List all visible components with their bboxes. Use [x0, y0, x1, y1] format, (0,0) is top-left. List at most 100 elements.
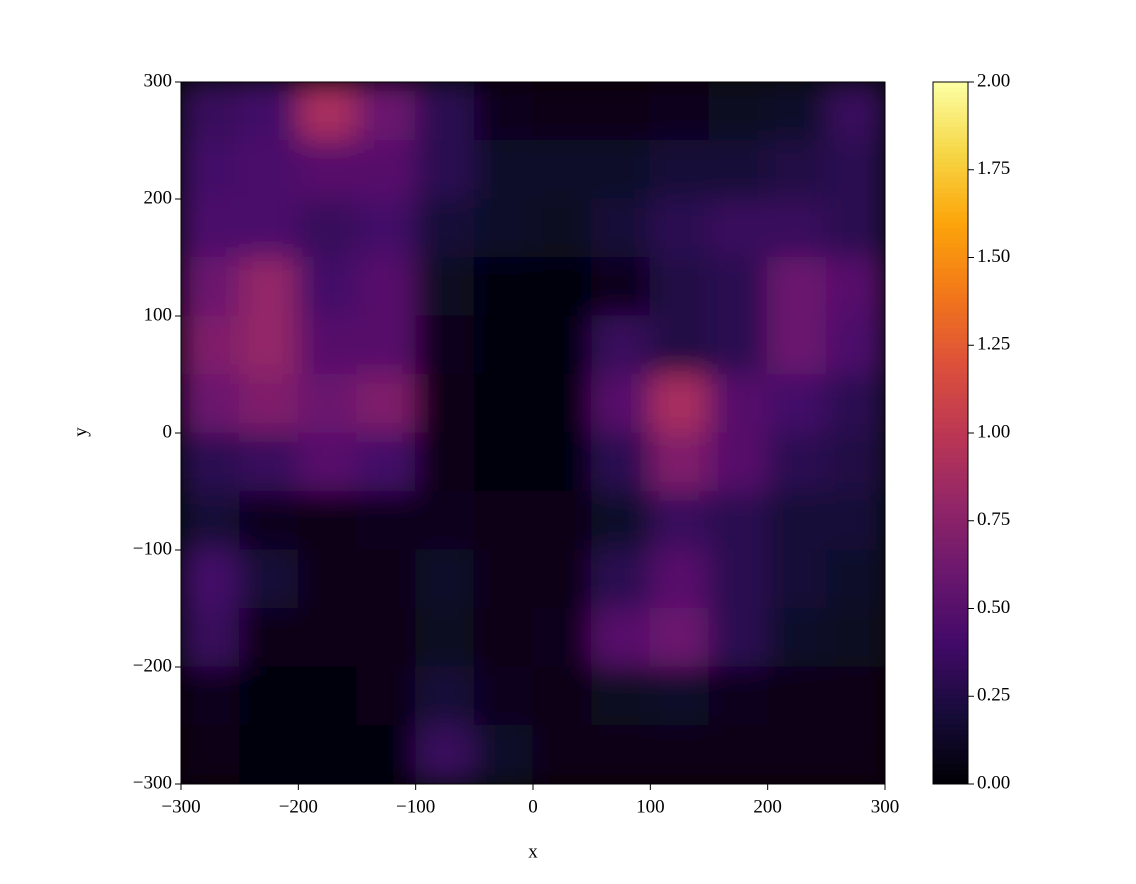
colorbar-segment [933, 753, 968, 760]
heatmap-cell [825, 725, 885, 784]
heatmap-cell [825, 257, 885, 317]
heatmap-cell [239, 608, 299, 668]
colorbar-segment [933, 437, 968, 444]
colorbar-segment [933, 603, 968, 609]
heatmap-cell [356, 315, 417, 375]
colorbar-tick-label: 2.00 [977, 70, 1010, 91]
colorbar-segment [933, 733, 968, 740]
heatmap-cell [591, 491, 651, 551]
colorbar-segment [933, 447, 968, 454]
heatmap-cell [473, 725, 534, 784]
heatmap-cell [356, 198, 417, 258]
heatmap-cell [591, 432, 651, 492]
heatmap-cell [649, 608, 710, 668]
colorbar-segment [933, 467, 968, 474]
colorbar-segment [933, 778, 968, 785]
heatmap-cell [239, 549, 299, 609]
heatmap-cell [767, 140, 827, 200]
heatmap-cell [356, 374, 417, 434]
colorbar-segment [933, 372, 968, 379]
colorbar-segment [933, 402, 968, 409]
colorbar-segment [933, 442, 968, 449]
heatmap-cell [297, 549, 358, 609]
colorbar-segment [933, 578, 968, 584]
colorbar-segment [933, 738, 968, 745]
colorbar-segment [933, 543, 968, 549]
heatmap-cell [825, 82, 885, 141]
heatmap-cell [415, 666, 475, 726]
heatmap-cell [708, 725, 769, 784]
colorbar-segment [933, 161, 968, 168]
colorbar-segment [933, 377, 968, 384]
heatmap-cell [649, 198, 710, 258]
colorbar-segment [933, 156, 968, 163]
colorbar-segment [933, 472, 968, 479]
colorbar-segment [933, 362, 968, 369]
heatmap-cell [825, 315, 885, 375]
x-tick-label: 0 [528, 796, 538, 817]
colorbar-segment [933, 708, 968, 715]
colorbar-segment [933, 121, 968, 128]
colorbar-segment [933, 322, 968, 328]
colorbar-segment [933, 262, 968, 268]
colorbar-segment [933, 598, 968, 604]
colorbar-segment [933, 653, 968, 659]
colorbar-segment [933, 217, 968, 223]
heatmap-cell [532, 491, 593, 551]
heatmap-cell [356, 432, 417, 492]
heatmap-cell [297, 432, 358, 492]
heatmap-cell [297, 257, 358, 317]
colorbar-segment [933, 352, 968, 359]
colorbar-segment [933, 392, 968, 399]
colorbar-segment [933, 86, 968, 93]
heatmap-cell [591, 725, 651, 784]
heatmap-cell [825, 549, 885, 609]
colorbar-segment [933, 81, 968, 88]
heatmap-cell [649, 82, 710, 141]
colorbar-segment [933, 507, 968, 514]
heatmap-cell [473, 608, 534, 668]
colorbar-segment [933, 643, 968, 649]
colorbar-segment [933, 743, 968, 750]
heatmap-cell [532, 257, 593, 317]
colorbar-segment [933, 758, 968, 765]
heatmap-cell [297, 725, 358, 784]
y-tick-label: −100 [133, 538, 172, 559]
heatmap-cell [415, 140, 475, 200]
heatmap-cell [181, 608, 241, 668]
colorbar-segment [933, 247, 968, 253]
heatmap-cell [473, 374, 534, 434]
colorbar-segment [933, 482, 968, 489]
colorbar-segment [933, 136, 968, 143]
colorbar-segment [933, 628, 968, 634]
colorbar-segment [933, 673, 968, 679]
heatmap-cell [767, 666, 827, 726]
y-tick-label: 200 [144, 187, 173, 208]
colorbar-segment [933, 227, 968, 233]
heatmap-cell [591, 549, 651, 609]
heatmap-cell [181, 491, 241, 551]
colorbar-segment [933, 166, 968, 173]
heatmap-cell [649, 140, 710, 200]
heatmap-cell [181, 725, 241, 784]
colorbar-segment [933, 648, 968, 654]
heatmap-cell [532, 82, 593, 141]
heatmap-cell [649, 549, 710, 609]
heatmap-cell [708, 140, 769, 200]
colorbar-segment [933, 553, 968, 559]
heatmap-cell [415, 608, 475, 668]
heatmap-cell [767, 374, 827, 434]
x-tick-label: 100 [636, 796, 665, 817]
heatmap-cell [767, 198, 827, 258]
heatmap-cell [239, 82, 299, 141]
heatmap-cell [532, 432, 593, 492]
heatmap-cell [532, 725, 593, 784]
heatmap-cell [415, 257, 475, 317]
colorbar-segment [933, 718, 968, 725]
colorbar-segment [933, 678, 968, 685]
heatmap-cell [708, 82, 769, 141]
colorbar-segment [933, 703, 968, 710]
heatmap-cell [767, 725, 827, 784]
colorbar-segment [933, 432, 968, 439]
heatmap-cell [767, 549, 827, 609]
